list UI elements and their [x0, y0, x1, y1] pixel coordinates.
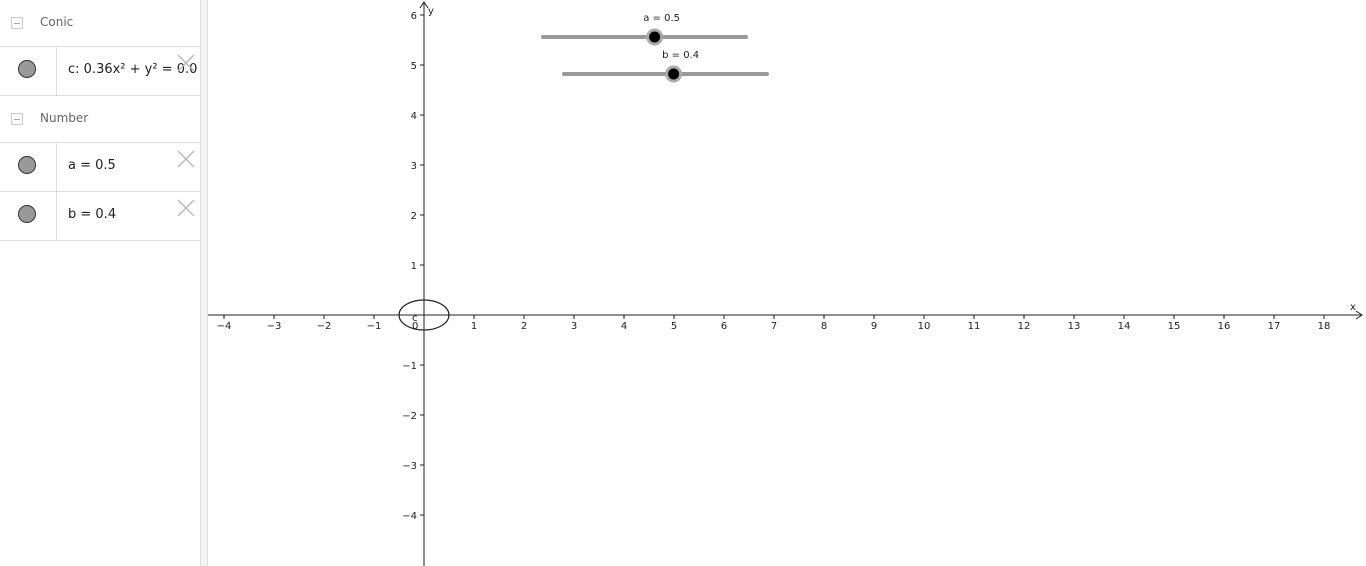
slider-label: b = 0.4 [662, 50, 699, 61]
y-tick-label: 4 [411, 111, 417, 122]
x-tick-label: 15 [1168, 321, 1181, 332]
x-tick-label: −2 [317, 321, 332, 332]
delete-icon [177, 199, 195, 217]
collapse-toggle[interactable] [11, 17, 23, 29]
y-tick-label: −2 [402, 411, 417, 422]
delete-button[interactable] [176, 198, 196, 218]
delete-icon [177, 150, 195, 168]
x-tick-label: 7 [771, 321, 777, 332]
x-tick-label: 18 [1318, 321, 1331, 332]
x-tick-label: 14 [1118, 321, 1131, 332]
x-tick-label: 4 [621, 321, 627, 332]
algebra-item: c: 0.36x² + y² = 0.09 [0, 47, 200, 96]
x-tick-label: 11 [968, 321, 981, 332]
delete-icon [177, 54, 195, 72]
x-tick-label: 3 [571, 321, 577, 332]
origin-label: 0 [412, 321, 418, 332]
divider [201, 0, 208, 566]
y-tick-label: −4 [402, 511, 417, 522]
algebra-item: a = 0.5 [0, 143, 200, 192]
item-text[interactable]: c: 0.36x² + y² = 0.09 [68, 62, 198, 77]
y-tick-label: 6 [411, 11, 417, 22]
separator [56, 47, 57, 95]
conic[interactable] [398, 299, 450, 331]
x-tick-label: −1 [367, 321, 382, 332]
x-tick-label: 16 [1218, 321, 1231, 332]
x-tick-label: 9 [871, 321, 877, 332]
y-tick-label: 1 [411, 261, 417, 272]
algebra-item: b = 0.4 [0, 192, 200, 241]
x-tick-label: 17 [1268, 321, 1281, 332]
item-text[interactable]: b = 0.4 [68, 207, 117, 222]
y-tick-label: 5 [411, 61, 417, 72]
collapse-toggle[interactable] [11, 113, 23, 125]
delete-button[interactable] [176, 53, 196, 73]
slider-knob[interactable] [668, 68, 680, 80]
y-tick-label: −3 [402, 461, 417, 472]
conic-label: c [412, 313, 418, 324]
y-tick-label: 2 [411, 211, 417, 222]
y-tick-label: 3 [411, 161, 417, 172]
x-tick-label: −3 [267, 321, 282, 332]
separator [56, 143, 57, 191]
algebra-view: Conic c: 0.36x² + y² = 0.09 Number a = 0.5 b… [0, 0, 201, 566]
x-tick-label: 13 [1068, 321, 1081, 332]
x-arrow [1355, 310, 1363, 320]
visibility-toggle[interactable] [18, 205, 36, 223]
x-tick-label: 12 [1018, 321, 1031, 332]
x-tick-label: −4 [217, 321, 232, 332]
item-text[interactable]: a = 0.5 [68, 158, 116, 173]
group-title: Number [40, 111, 89, 125]
visibility-toggle[interactable] [18, 156, 36, 174]
y-arrow [419, 1, 429, 9]
y-axis-label: y [428, 6, 434, 17]
x-tick-label: 5 [671, 321, 677, 332]
x-tick-label: 8 [821, 321, 827, 332]
x-tick-label: 1 [471, 321, 477, 332]
separator [56, 192, 57, 240]
slider-knob[interactable] [649, 31, 661, 43]
x-tick-label: 10 [918, 321, 931, 332]
group-header: Conic [0, 0, 200, 47]
visibility-toggle[interactable] [18, 60, 36, 78]
y-tick-label: −1 [402, 361, 417, 372]
x-tick-label: 6 [721, 321, 727, 332]
group-header: Number [0, 96, 200, 143]
x-axis-label: x [1350, 302, 1356, 313]
group-title: Conic [40, 15, 74, 29]
delete-button[interactable] [176, 149, 196, 169]
slider-label: a = 0.5 [643, 13, 680, 24]
x-tick-label: 2 [521, 321, 527, 332]
